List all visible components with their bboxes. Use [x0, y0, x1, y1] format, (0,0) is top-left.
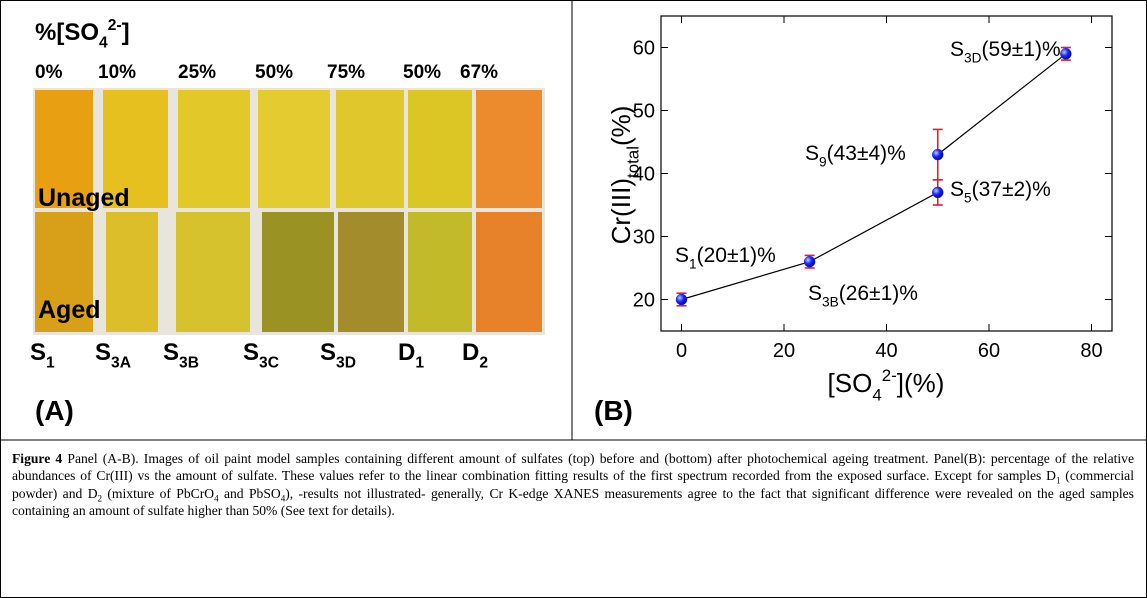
figure-panels: %[SO42-]0% 10% 25% 50% 75% 50% 67%UnagedAgedS1…: [0, 0, 1147, 441]
caption: Figure 4 Panel (A-B). Images of oil pain…: [12, 450, 1134, 520]
caption-subscript: 4: [214, 493, 219, 504]
x-axis-label-part: 4: [872, 385, 881, 404]
data-point: [803, 255, 816, 268]
panel-heading-part: ]: [122, 19, 130, 46]
sample-label-part: S: [163, 339, 179, 366]
sample-label-part: S: [243, 339, 259, 366]
sample-label: S3B: [163, 339, 199, 372]
caption-subscript: 2: [97, 493, 103, 504]
sample-label-part: 3D: [336, 355, 356, 372]
sample-label-part: D: [462, 339, 479, 366]
x-tick-label: 40: [875, 340, 897, 362]
point-annotation: S3D(59±1)%: [950, 38, 1061, 66]
panel-heading: %[SO42-]: [35, 17, 130, 52]
percentage-label: 67%: [460, 62, 498, 83]
y-axis-label-part: (%): [606, 106, 636, 146]
sample-label: D1: [398, 339, 424, 372]
y-axis-label-part: total: [623, 146, 642, 178]
sample-label-part: S: [320, 339, 336, 366]
point-annotation-part: (20±1)%: [697, 244, 776, 267]
data-point: [932, 186, 944, 199]
point-annotation-part: 9: [819, 155, 827, 170]
sample-label-part: S: [30, 339, 46, 366]
point-annotation-part: (26±1)%: [839, 282, 918, 305]
row-label: Unaged: [38, 184, 130, 212]
x-axis-label-part: [SO: [828, 368, 873, 398]
point-annotation: S1(20±1)%: [675, 244, 776, 272]
caption-subscript: 4: [280, 493, 286, 504]
x-tick-label: 0: [676, 340, 687, 362]
point-annotation-part: (37±2)%: [972, 178, 1051, 201]
y-tick-label: 40: [633, 164, 655, 186]
data-point: [932, 148, 944, 161]
point-annotation: S9(43±4)%: [805, 142, 906, 170]
sample-photo: [33, 88, 545, 335]
data-point: [675, 293, 688, 306]
row-label: Aged: [38, 296, 101, 324]
panel-label: (A): [35, 395, 74, 426]
caption-label: Figure 4: [12, 451, 63, 466]
y-axis-label-part: Cr(III): [606, 178, 636, 244]
point-annotation-part: 3D: [964, 51, 982, 66]
sample-label: S3C: [243, 339, 279, 372]
point-annotation: S3B(26±1)%: [808, 282, 918, 310]
percentage-label: 75%: [327, 62, 365, 83]
percentage-label: 10%: [98, 62, 136, 83]
x-tick-label: 60: [978, 340, 1000, 362]
x-axis-label: [SO42-](%): [828, 366, 945, 404]
percentage-label: 50%: [403, 62, 441, 83]
panel-heading-part: 2-: [108, 17, 122, 34]
sample-label-part: 3B: [179, 355, 199, 372]
x-tick-label: 20: [773, 340, 795, 362]
sample-label-part: 2: [479, 355, 488, 372]
caption-text: and PbSO: [218, 485, 281, 501]
point-annotation-part: S: [950, 178, 964, 201]
sample-label-part: 3C: [259, 355, 279, 372]
sample-label-part: S: [95, 339, 111, 366]
caption-text: (mixture of PbCrO: [102, 485, 215, 501]
sample-label: D2: [462, 339, 488, 372]
sample-label-part: D: [398, 339, 415, 366]
panel-heading-part: %[SO: [35, 19, 99, 46]
panel-label: (B): [594, 395, 633, 426]
point-annotation-part: S: [805, 142, 819, 165]
sample-label: S3D: [320, 339, 356, 372]
sample-label-part: 1: [415, 355, 424, 372]
point-annotation-part: 3B: [822, 295, 839, 310]
point-annotation-part: S: [950, 38, 964, 61]
sample-label: S3A: [95, 339, 131, 372]
sample-label-part: 1: [46, 355, 55, 372]
x-tick-label: 80: [1080, 340, 1102, 362]
point-annotation-part: S: [808, 282, 822, 305]
point-annotation: S5(37±2)%: [950, 178, 1051, 206]
y-tick-label: 50: [633, 101, 655, 123]
percentage-label: 50%: [255, 62, 293, 83]
sample-label: S1: [30, 339, 55, 372]
caption-subscript: 1: [1055, 476, 1061, 487]
point-annotation-part: S: [675, 244, 689, 267]
x-axis-label-part: ](%): [897, 368, 945, 398]
caption-text: (commercial powder) and D: [12, 468, 1134, 501]
point-annotation-part: (59±1)%: [981, 38, 1060, 61]
y-tick-label: 20: [633, 290, 655, 312]
x-axis-label-part: 2-: [882, 366, 897, 385]
caption-text: Panel (A-B). Images of oil paint model s…: [12, 451, 1134, 484]
data-point: [1060, 48, 1072, 60]
y-axis-label: Cr(III)total(%): [606, 106, 642, 245]
y-tick-label: 30: [633, 227, 655, 249]
point-annotation-part: 5: [964, 191, 972, 206]
percentage-label: 25%: [178, 62, 216, 83]
sample-label-part: 3A: [111, 355, 131, 372]
caption-text: ), -results not illustrated- generally, …: [12, 485, 1134, 519]
y-tick-label: 60: [633, 38, 655, 60]
point-annotation-part: (43±4)%: [827, 142, 906, 165]
point-annotation-part: 1: [689, 257, 697, 272]
panel-heading-part: 4: [99, 35, 108, 52]
percentage-label: 0%: [35, 62, 63, 83]
